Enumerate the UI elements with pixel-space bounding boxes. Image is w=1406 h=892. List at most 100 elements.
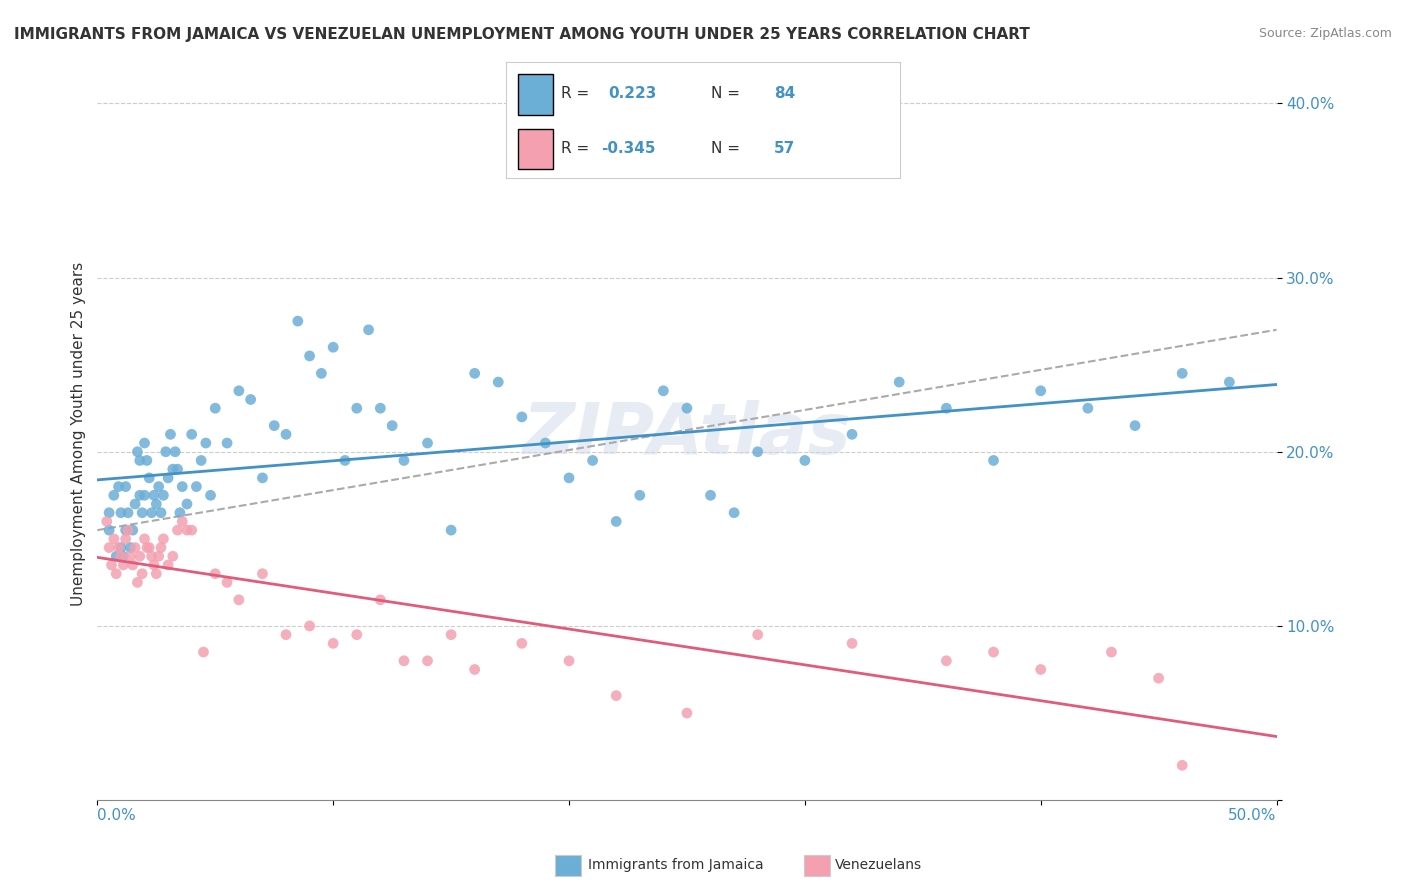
- Point: [298, 619, 321, 633]
- Text: ZIPAtlas: ZIPAtlas: [523, 400, 851, 469]
- Point: [166, 523, 188, 537]
- Point: [150, 506, 173, 520]
- Point: [110, 549, 132, 564]
- Point: [1218, 375, 1240, 389]
- Point: [676, 401, 699, 416]
- Text: 0.0%: 0.0%: [97, 808, 136, 823]
- Point: [194, 436, 217, 450]
- Point: [110, 541, 132, 555]
- Point: [215, 575, 238, 590]
- Point: [117, 506, 139, 520]
- Text: 50.0%: 50.0%: [1229, 808, 1277, 823]
- Point: [127, 444, 149, 458]
- Text: N =: N =: [711, 141, 745, 156]
- Point: [135, 453, 157, 467]
- Point: [252, 566, 274, 581]
- Point: [1123, 418, 1146, 433]
- Point: [128, 453, 150, 467]
- Point: [162, 462, 184, 476]
- Point: [322, 340, 344, 354]
- Point: [159, 427, 181, 442]
- FancyBboxPatch shape: [517, 128, 554, 169]
- Point: [983, 645, 1005, 659]
- Point: [486, 375, 509, 389]
- Point: [1171, 758, 1194, 772]
- Point: [1029, 663, 1052, 677]
- Point: [370, 401, 392, 416]
- Point: [121, 558, 143, 572]
- Point: [440, 523, 463, 537]
- Text: Immigrants from Jamaica: Immigrants from Jamaica: [588, 858, 763, 872]
- Point: [935, 401, 957, 416]
- Point: [1147, 671, 1170, 685]
- Point: [172, 480, 194, 494]
- Point: [135, 541, 157, 555]
- Point: [152, 532, 174, 546]
- Point: [628, 488, 651, 502]
- Point: [112, 558, 135, 572]
- Point: [204, 401, 226, 416]
- Point: [142, 488, 165, 502]
- Point: [440, 628, 463, 642]
- Point: [510, 636, 533, 650]
- Point: [287, 314, 309, 328]
- Point: [148, 480, 170, 494]
- Point: [162, 549, 184, 564]
- Point: [416, 436, 439, 450]
- Point: [120, 541, 142, 555]
- Point: [127, 575, 149, 590]
- Point: [215, 436, 238, 450]
- Point: [107, 480, 129, 494]
- Point: [239, 392, 262, 407]
- Point: [114, 523, 136, 537]
- Point: [176, 497, 198, 511]
- Text: Venezuelans: Venezuelans: [835, 858, 922, 872]
- Point: [157, 558, 180, 572]
- Point: [605, 515, 627, 529]
- Point: [464, 663, 486, 677]
- Point: [193, 645, 215, 659]
- Point: [228, 384, 250, 398]
- Point: [121, 523, 143, 537]
- Point: [274, 427, 297, 442]
- Point: [124, 541, 146, 555]
- Point: [464, 367, 486, 381]
- Point: [128, 549, 150, 564]
- Point: [128, 488, 150, 502]
- Point: [145, 497, 167, 511]
- Point: [558, 471, 581, 485]
- Point: [165, 444, 187, 458]
- Point: [141, 549, 163, 564]
- Point: [157, 471, 180, 485]
- Point: [176, 523, 198, 537]
- Point: [841, 636, 863, 650]
- Point: [370, 592, 392, 607]
- Text: 84: 84: [773, 87, 796, 102]
- Point: [935, 654, 957, 668]
- Text: -0.345: -0.345: [600, 141, 655, 156]
- Point: [263, 418, 285, 433]
- Text: N =: N =: [711, 87, 745, 102]
- Point: [558, 654, 581, 668]
- Point: [138, 471, 160, 485]
- Point: [747, 628, 769, 642]
- Point: [581, 453, 603, 467]
- Text: 57: 57: [773, 141, 796, 156]
- Point: [114, 532, 136, 546]
- Point: [228, 592, 250, 607]
- Point: [534, 436, 557, 450]
- Point: [145, 566, 167, 581]
- Point: [311, 367, 333, 381]
- Point: [1029, 384, 1052, 398]
- Point: [983, 453, 1005, 467]
- Point: [392, 453, 415, 467]
- Point: [166, 462, 188, 476]
- Text: Source: ZipAtlas.com: Source: ZipAtlas.com: [1258, 27, 1392, 40]
- Text: IMMIGRANTS FROM JAMAICA VS VENEZUELAN UNEMPLOYMENT AMONG YOUTH UNDER 25 YEARS CO: IMMIGRANTS FROM JAMAICA VS VENEZUELAN UN…: [14, 27, 1031, 42]
- Point: [1077, 401, 1099, 416]
- Point: [1101, 645, 1123, 659]
- Point: [142, 558, 165, 572]
- Point: [190, 453, 212, 467]
- Point: [134, 532, 156, 546]
- Point: [98, 506, 121, 520]
